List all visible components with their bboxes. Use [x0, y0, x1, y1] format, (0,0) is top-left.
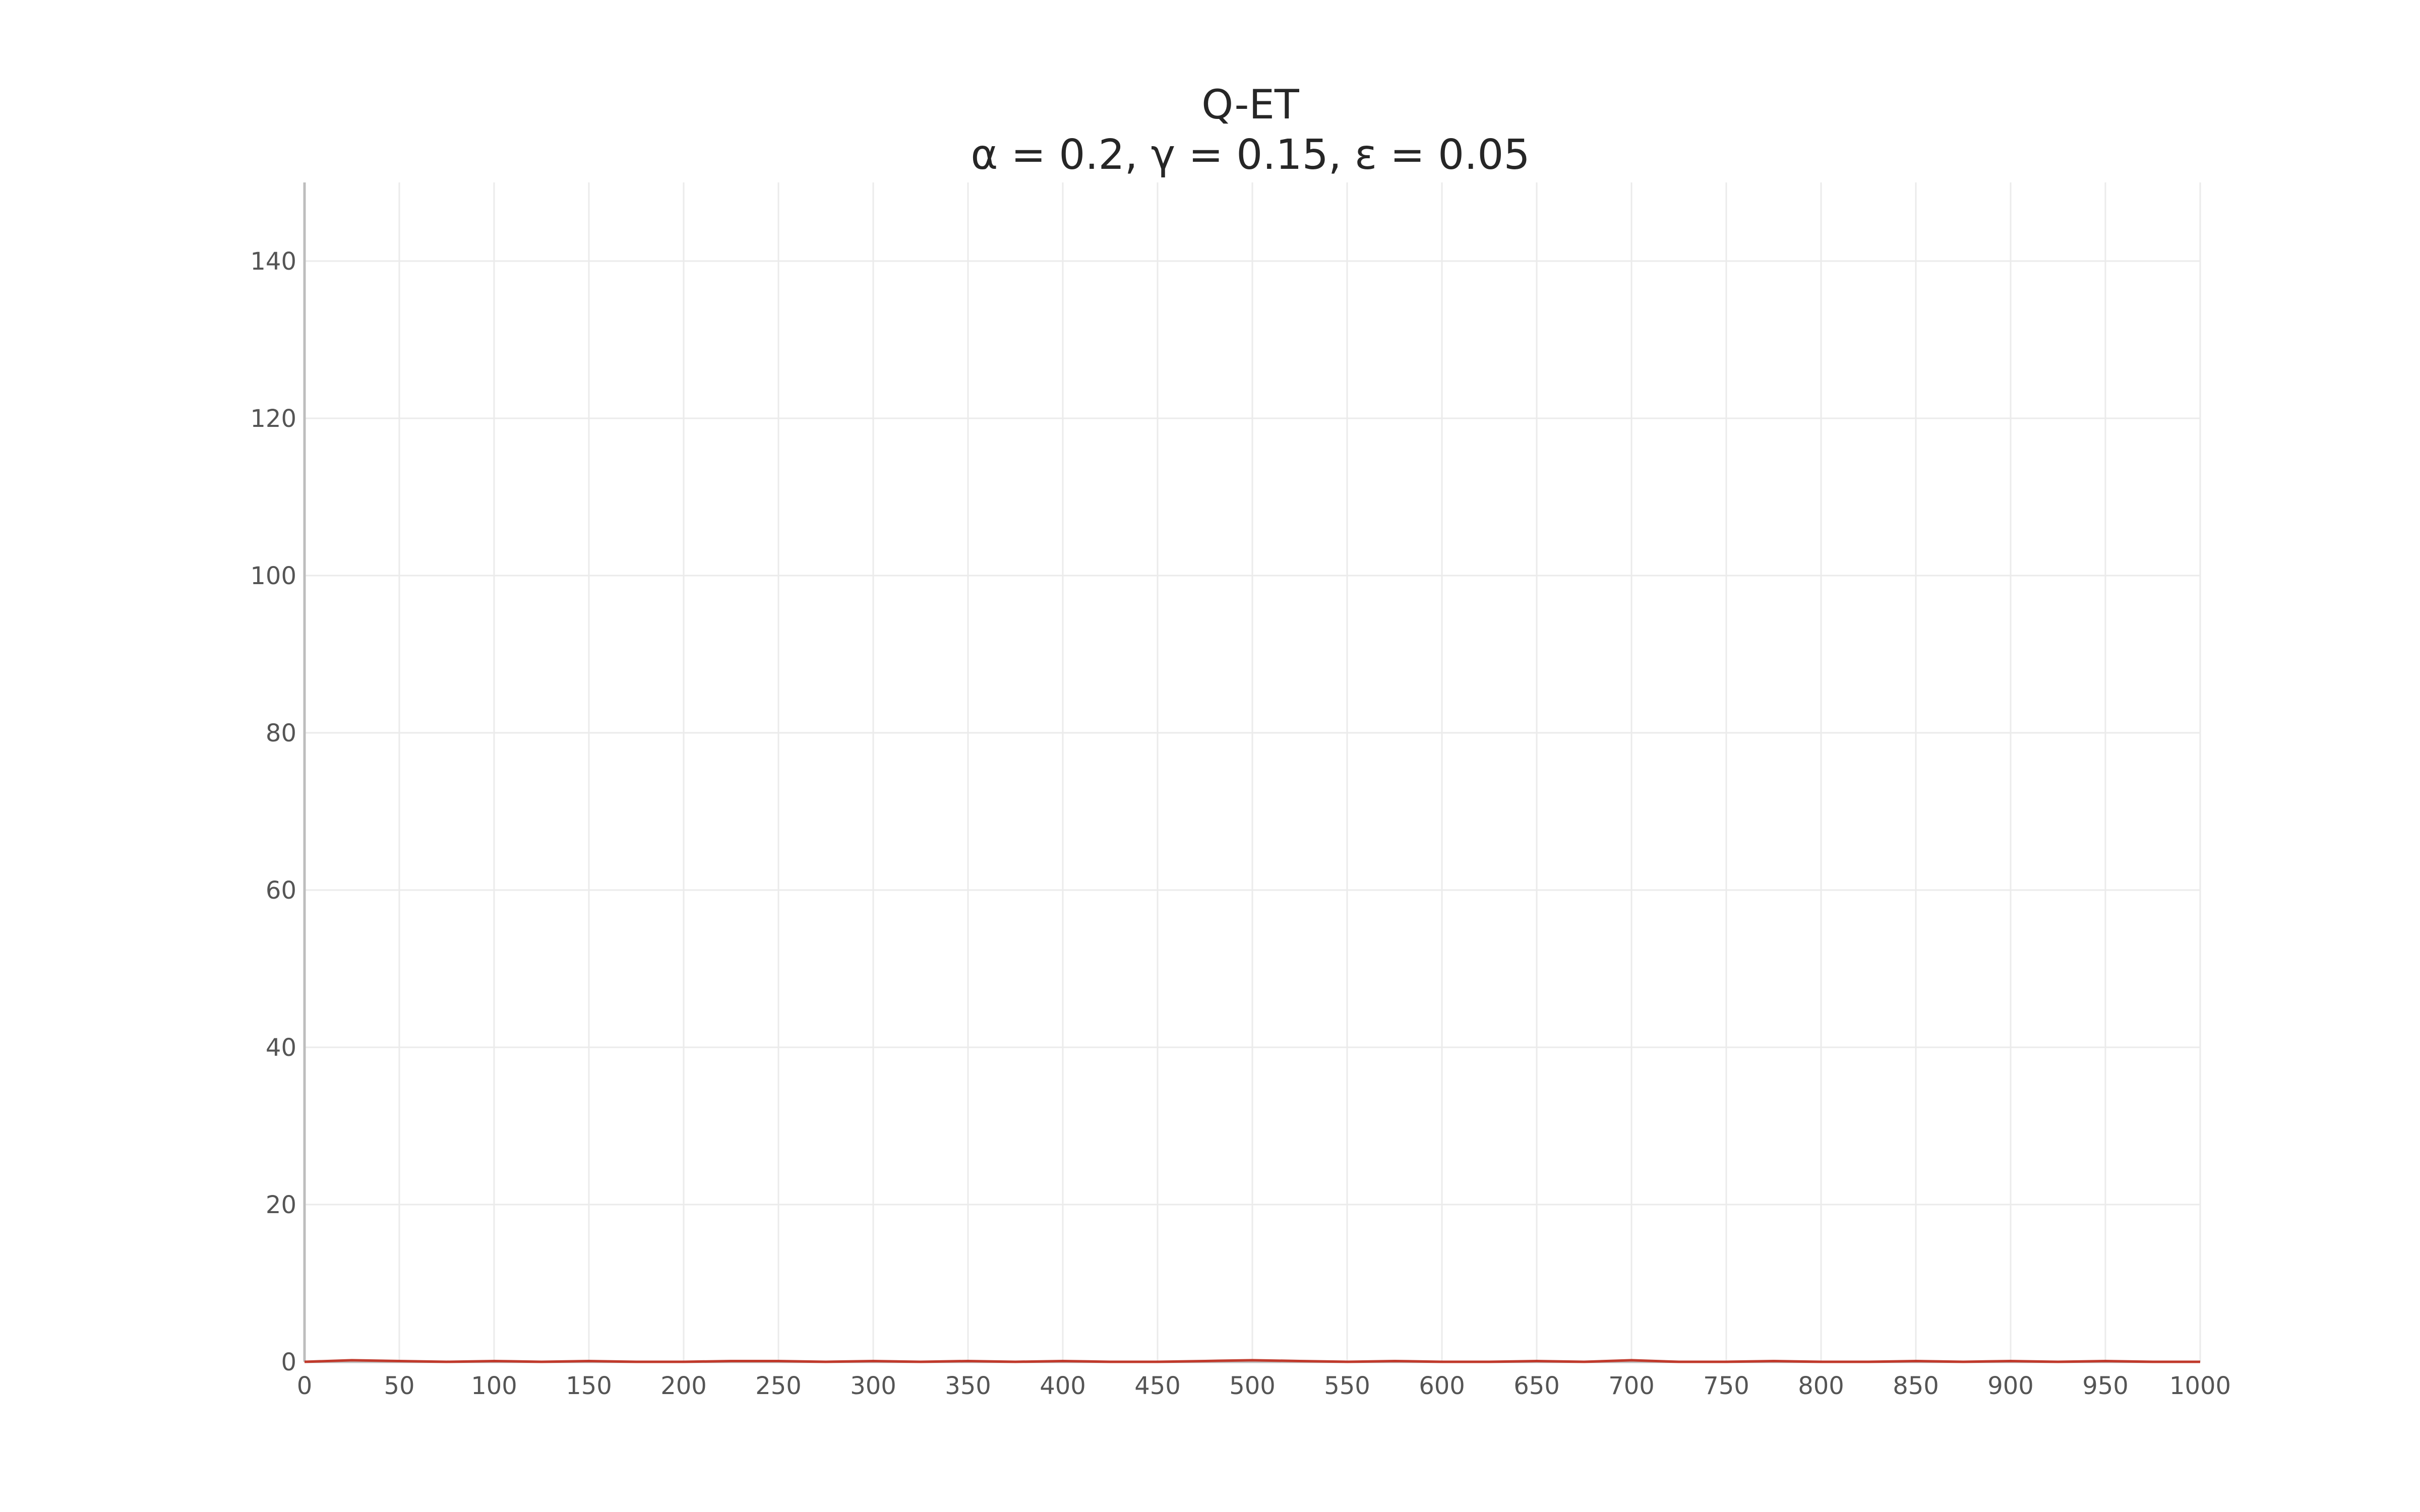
- x-tick-label: 300: [850, 1372, 896, 1400]
- chart-subtitle: α = 0.2, γ = 0.15, ε = 0.05: [971, 131, 1530, 179]
- x-tick-label: 600: [1419, 1372, 1465, 1400]
- tick-labels: 0 50 100 150 200 250 300 350 400 450 500 550 600 650 7…: [250, 247, 2231, 1400]
- y-tick-label: 20: [266, 1191, 296, 1219]
- x-tick-label: 450: [1134, 1372, 1181, 1400]
- x-tick-label: 850: [1893, 1372, 1939, 1400]
- chart-title: Q-ET: [1201, 81, 1300, 128]
- x-tick-label: 200: [660, 1372, 707, 1400]
- y-tick-label: 100: [250, 562, 296, 590]
- y-tick-label: 140: [250, 247, 296, 276]
- series-line: [304, 1359, 2200, 1363]
- x-tick-label: 650: [1514, 1372, 1560, 1400]
- x-tick-label: 50: [384, 1372, 414, 1400]
- series-layer: [304, 1359, 2200, 1363]
- x-tick-label: 350: [945, 1372, 991, 1400]
- x-tick-label: 100: [471, 1372, 517, 1400]
- y-tick-label: 120: [250, 405, 296, 433]
- x-tick-label: 900: [1987, 1372, 2034, 1400]
- x-tick-label: 250: [755, 1372, 802, 1400]
- x-tick-label: 700: [1608, 1372, 1655, 1400]
- x-tick-label: 150: [566, 1372, 612, 1400]
- x-tick-label: 750: [1703, 1372, 1749, 1400]
- x-tick-label: 400: [1040, 1372, 1086, 1400]
- y-tick-label: 0: [281, 1348, 296, 1376]
- x-tick-label: 950: [2082, 1372, 2129, 1400]
- grid: [304, 182, 2201, 1363]
- y-tick-label: 40: [266, 1034, 296, 1062]
- x-tick-label: 550: [1324, 1372, 1370, 1400]
- y-tick-label: 60: [266, 876, 296, 905]
- x-tick-label: 0: [297, 1372, 313, 1400]
- x-tick-label: 500: [1229, 1372, 1276, 1400]
- x-tick-label: 800: [1798, 1372, 1844, 1400]
- x-tick-label: 1000: [2169, 1372, 2231, 1400]
- y-tick-label: 80: [266, 719, 296, 747]
